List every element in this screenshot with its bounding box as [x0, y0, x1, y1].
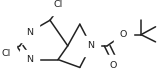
Text: N: N — [26, 28, 33, 37]
Text: O: O — [120, 30, 127, 39]
Text: Cl: Cl — [1, 49, 10, 58]
Text: O: O — [110, 61, 117, 70]
Text: N: N — [26, 55, 33, 64]
Text: Cl: Cl — [53, 0, 63, 9]
Text: N: N — [88, 41, 95, 50]
